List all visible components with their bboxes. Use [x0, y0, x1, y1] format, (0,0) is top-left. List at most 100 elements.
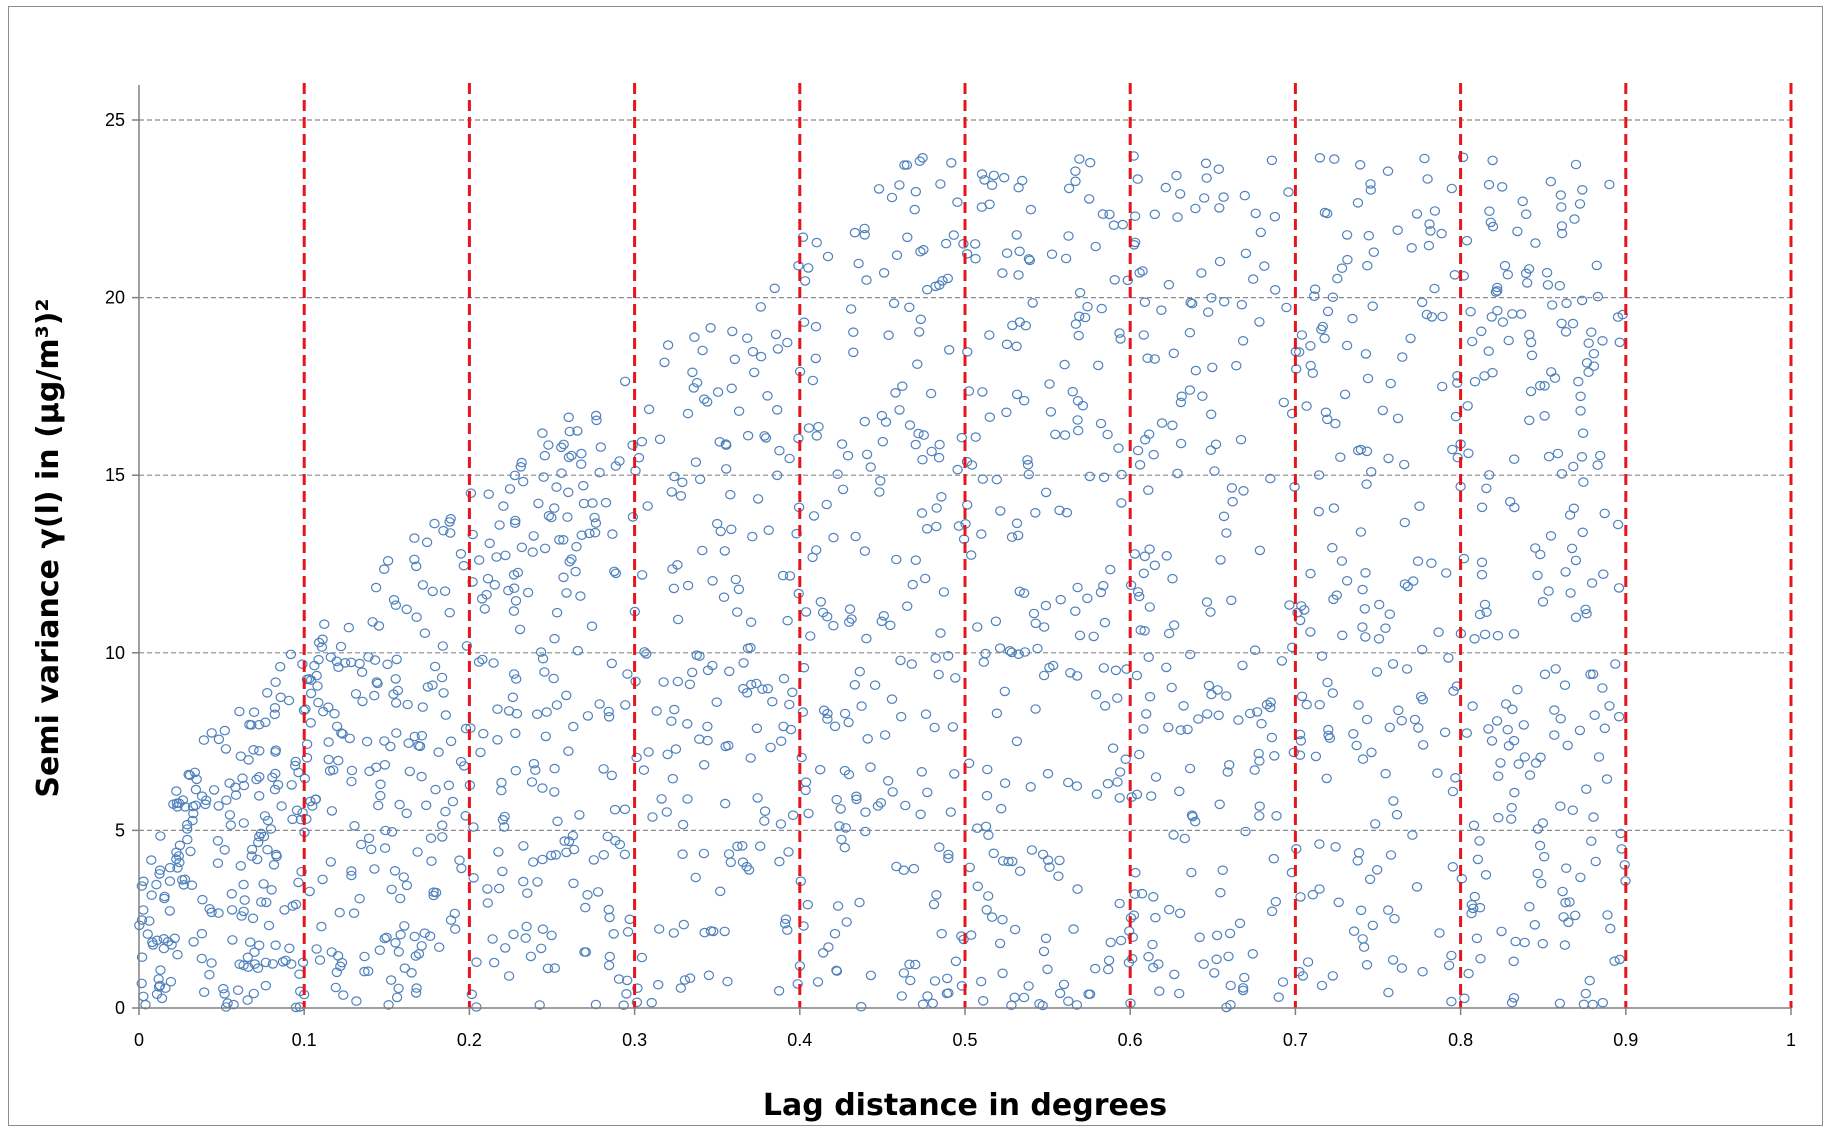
data-point	[512, 567, 524, 578]
data-point	[333, 755, 344, 766]
data-point	[891, 554, 902, 565]
data-point	[399, 963, 410, 973]
data-point	[401, 808, 412, 819]
data-point	[1022, 459, 1034, 470]
data-point	[1599, 508, 1610, 519]
data-point	[1011, 518, 1023, 529]
data-point	[782, 925, 793, 935]
data-point	[782, 337, 793, 348]
data-point	[331, 721, 343, 732]
data-point	[1539, 380, 1550, 391]
data-point	[142, 929, 153, 939]
data-point	[1133, 749, 1145, 760]
data-point	[159, 893, 170, 904]
data-point	[961, 249, 973, 259]
data-point	[759, 816, 770, 826]
data-point	[755, 351, 767, 362]
data-point	[690, 872, 701, 883]
data-point	[572, 426, 583, 436]
data-point	[1308, 291, 1320, 301]
data-point	[860, 826, 871, 837]
data-point	[918, 430, 930, 440]
data-point	[703, 970, 715, 981]
data-point	[1209, 968, 1220, 978]
data-point	[747, 346, 759, 357]
y-tick-label: 10	[105, 643, 125, 663]
data-point	[1399, 517, 1411, 528]
data-point	[891, 250, 903, 260]
data-point	[813, 421, 824, 432]
data-point	[1469, 633, 1480, 644]
data-point	[580, 902, 591, 913]
data-point	[651, 706, 662, 716]
data-point	[589, 512, 600, 523]
data-point	[354, 893, 365, 904]
data-point	[270, 745, 281, 755]
data-point	[842, 450, 854, 461]
data-point	[1481, 483, 1492, 494]
data-point	[508, 606, 520, 616]
data-point	[603, 904, 615, 915]
data-point	[562, 512, 573, 522]
data-point	[369, 864, 380, 874]
data-point	[741, 861, 752, 872]
data-point	[1116, 498, 1127, 508]
data-point	[200, 799, 211, 810]
data-point	[1574, 199, 1586, 209]
data-point	[1393, 705, 1404, 716]
data-point	[1098, 580, 1109, 591]
data-point	[784, 453, 795, 464]
data-point	[269, 784, 281, 795]
data-point	[982, 764, 993, 775]
data-point	[1108, 220, 1120, 230]
data-point	[854, 666, 866, 677]
data-point	[532, 877, 543, 887]
data-point	[1475, 953, 1486, 964]
data-point	[594, 699, 605, 709]
data-point	[313, 697, 324, 708]
data-point	[262, 844, 273, 855]
data-point	[136, 881, 147, 891]
data-point	[537, 428, 548, 438]
data-point	[1392, 413, 1404, 424]
data-point	[1218, 296, 1230, 307]
data-point	[702, 735, 713, 746]
data-point	[988, 848, 999, 859]
data-point	[921, 523, 933, 534]
data-point	[1347, 313, 1358, 324]
data-point	[1443, 653, 1454, 663]
data-point	[1466, 899, 1478, 910]
data-point	[496, 785, 507, 796]
data-point	[1601, 774, 1613, 784]
data-point	[839, 708, 851, 719]
data-point	[910, 186, 922, 197]
data-point	[1532, 570, 1543, 581]
data-point	[173, 851, 184, 861]
data-point	[890, 387, 901, 398]
data-point	[1156, 305, 1167, 315]
data-point	[290, 756, 301, 767]
data-point	[783, 847, 794, 857]
data-point	[810, 321, 822, 332]
data-point	[503, 706, 515, 716]
data-point	[351, 996, 362, 1006]
data-point	[1461, 728, 1473, 738]
data-point	[1497, 317, 1509, 327]
data-point	[1578, 477, 1589, 487]
data-point	[325, 857, 336, 867]
data-point	[1560, 326, 1572, 337]
data-point	[268, 859, 280, 870]
data-point	[1038, 622, 1050, 632]
data-point	[1437, 311, 1448, 322]
data-point	[1171, 170, 1182, 181]
data-point	[1013, 270, 1024, 280]
data-point	[571, 541, 582, 552]
data-point	[1535, 752, 1546, 763]
data-point	[262, 815, 274, 826]
data-point	[1302, 957, 1314, 967]
data-point	[1205, 445, 1217, 455]
data-point	[1524, 329, 1535, 340]
data-point	[533, 498, 544, 509]
data-point	[166, 939, 177, 950]
data-point	[705, 322, 716, 333]
